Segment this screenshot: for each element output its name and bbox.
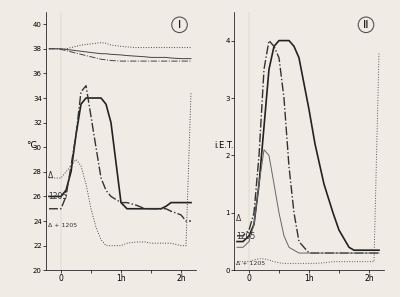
Text: 1205: 1205 bbox=[236, 232, 255, 241]
Text: Δ: Δ bbox=[236, 214, 241, 223]
Text: II: II bbox=[363, 20, 369, 30]
Y-axis label: °C: °C bbox=[26, 141, 37, 150]
Text: Δ + 1205: Δ + 1205 bbox=[48, 223, 77, 228]
Text: Δ: Δ bbox=[48, 171, 53, 180]
Y-axis label: i.E.T.: i.E.T. bbox=[214, 141, 234, 150]
Text: I: I bbox=[178, 20, 181, 30]
Text: 1205: 1205 bbox=[48, 192, 67, 201]
Text: Δ + 1205: Δ + 1205 bbox=[236, 260, 265, 266]
